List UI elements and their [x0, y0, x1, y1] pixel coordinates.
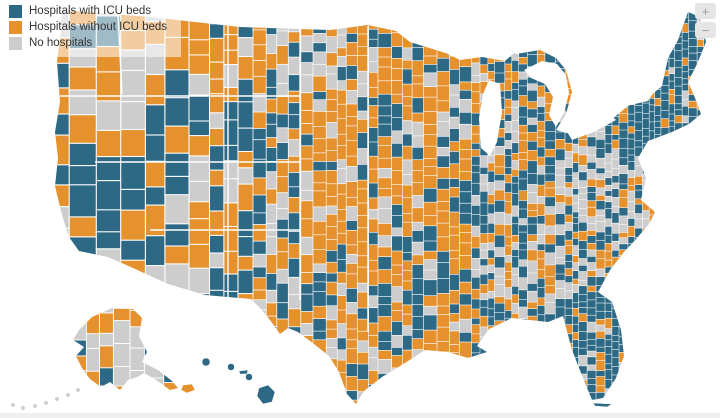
legend-swatch-icu: [9, 5, 22, 18]
niihau[interactable]: [180, 383, 196, 394]
legend-item: No hospitals: [9, 37, 167, 50]
lake-huron: [524, 61, 569, 127]
hawaii-big-island[interactable]: [256, 384, 276, 405]
molokai[interactable]: [238, 369, 249, 375]
legend-swatch-no-icu: [9, 21, 22, 34]
aleutian-6[interactable]: [20, 405, 26, 411]
kauai[interactable]: [201, 357, 211, 367]
aleutian-2[interactable]: [65, 392, 71, 398]
legend-label: Hospitals without ICU beds: [29, 21, 168, 33]
florida-keys[interactable]: [592, 402, 613, 408]
map-legend: Hospitals with ICU beds Hospitals withou…: [0, 0, 182, 57]
legend-swatch-none: [9, 37, 22, 50]
aleutian-7[interactable]: [10, 402, 16, 408]
lake-ontario: [616, 90, 654, 106]
legend-label: No hospitals: [29, 37, 93, 49]
lake-superior: [430, 38, 514, 61]
aleutian-3[interactable]: [54, 396, 60, 402]
zoom-controls: + −: [695, 3, 716, 41]
legend-label: Hospitals with ICU beds: [29, 5, 152, 17]
aleutian-1[interactable]: [75, 387, 81, 393]
legend-item: Hospitals without ICU beds: [9, 21, 167, 34]
zoom-in-button[interactable]: +: [695, 3, 716, 19]
aleutian-5[interactable]: [32, 403, 38, 409]
oahu[interactable]: [227, 363, 235, 371]
lake-erie: [566, 114, 616, 140]
aleutian-4[interactable]: [43, 400, 49, 406]
legend-item: Hospitals with ICU beds: [9, 5, 167, 18]
maui[interactable]: [245, 373, 253, 381]
lake-michigan: [479, 80, 502, 156]
zoom-out-button[interactable]: −: [695, 22, 716, 38]
page-bottom-edge: [0, 413, 720, 418]
